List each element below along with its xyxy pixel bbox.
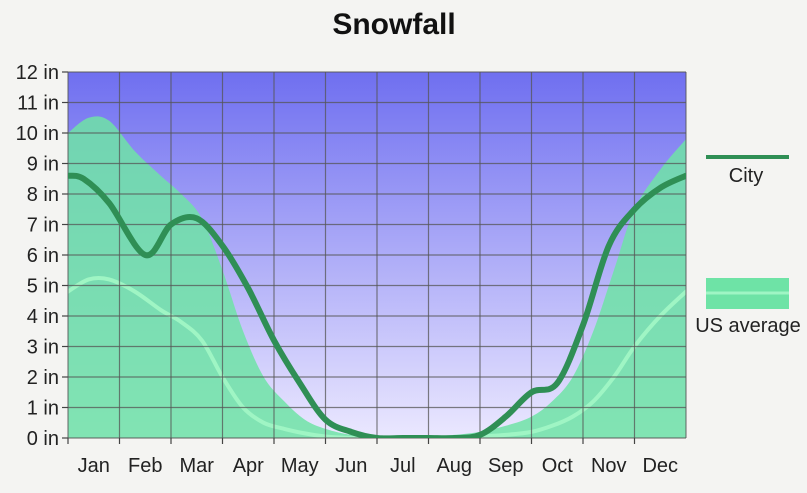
- legend-city-label: City: [729, 165, 763, 187]
- y-tick-label: 9 in: [27, 154, 59, 176]
- y-tick-label: 3 in: [27, 337, 59, 359]
- city-line: [68, 172, 686, 438]
- legend-us-average-label: US average: [695, 315, 801, 337]
- x-tick-label: Feb: [128, 455, 162, 477]
- x-tick-label: Jan: [78, 455, 110, 477]
- y-tick-label: 4 in: [27, 306, 59, 328]
- x-tick-label: Aug: [436, 455, 472, 477]
- x-tick-label: Dec: [642, 455, 678, 477]
- x-tick-label: Nov: [591, 455, 627, 477]
- y-tick-label: 10 in: [16, 123, 59, 145]
- x-tick-label: Jun: [335, 455, 367, 477]
- x-tick-label: Apr: [233, 455, 264, 477]
- x-tick-label: Sep: [488, 455, 524, 477]
- y-tick-label: 1 in: [27, 398, 59, 420]
- x-tick-label: Oct: [542, 455, 574, 477]
- x-tick-label: May: [281, 455, 319, 477]
- y-tick-label: 6 in: [27, 245, 59, 267]
- chart-title: Snowfall: [332, 8, 456, 41]
- y-tick-label: 2 in: [27, 367, 59, 389]
- x-tick-label: Mar: [180, 455, 215, 477]
- y-tick-label: 11 in: [17, 93, 59, 115]
- y-tick-label: 5 in: [27, 276, 59, 298]
- y-tick-label: 8 in: [27, 184, 59, 206]
- y-tick-label: 0 in: [27, 428, 59, 450]
- y-tick-label: 12 in: [16, 62, 59, 84]
- y-tick-label: 7 in: [27, 215, 59, 237]
- x-tick-label: Jul: [390, 455, 416, 477]
